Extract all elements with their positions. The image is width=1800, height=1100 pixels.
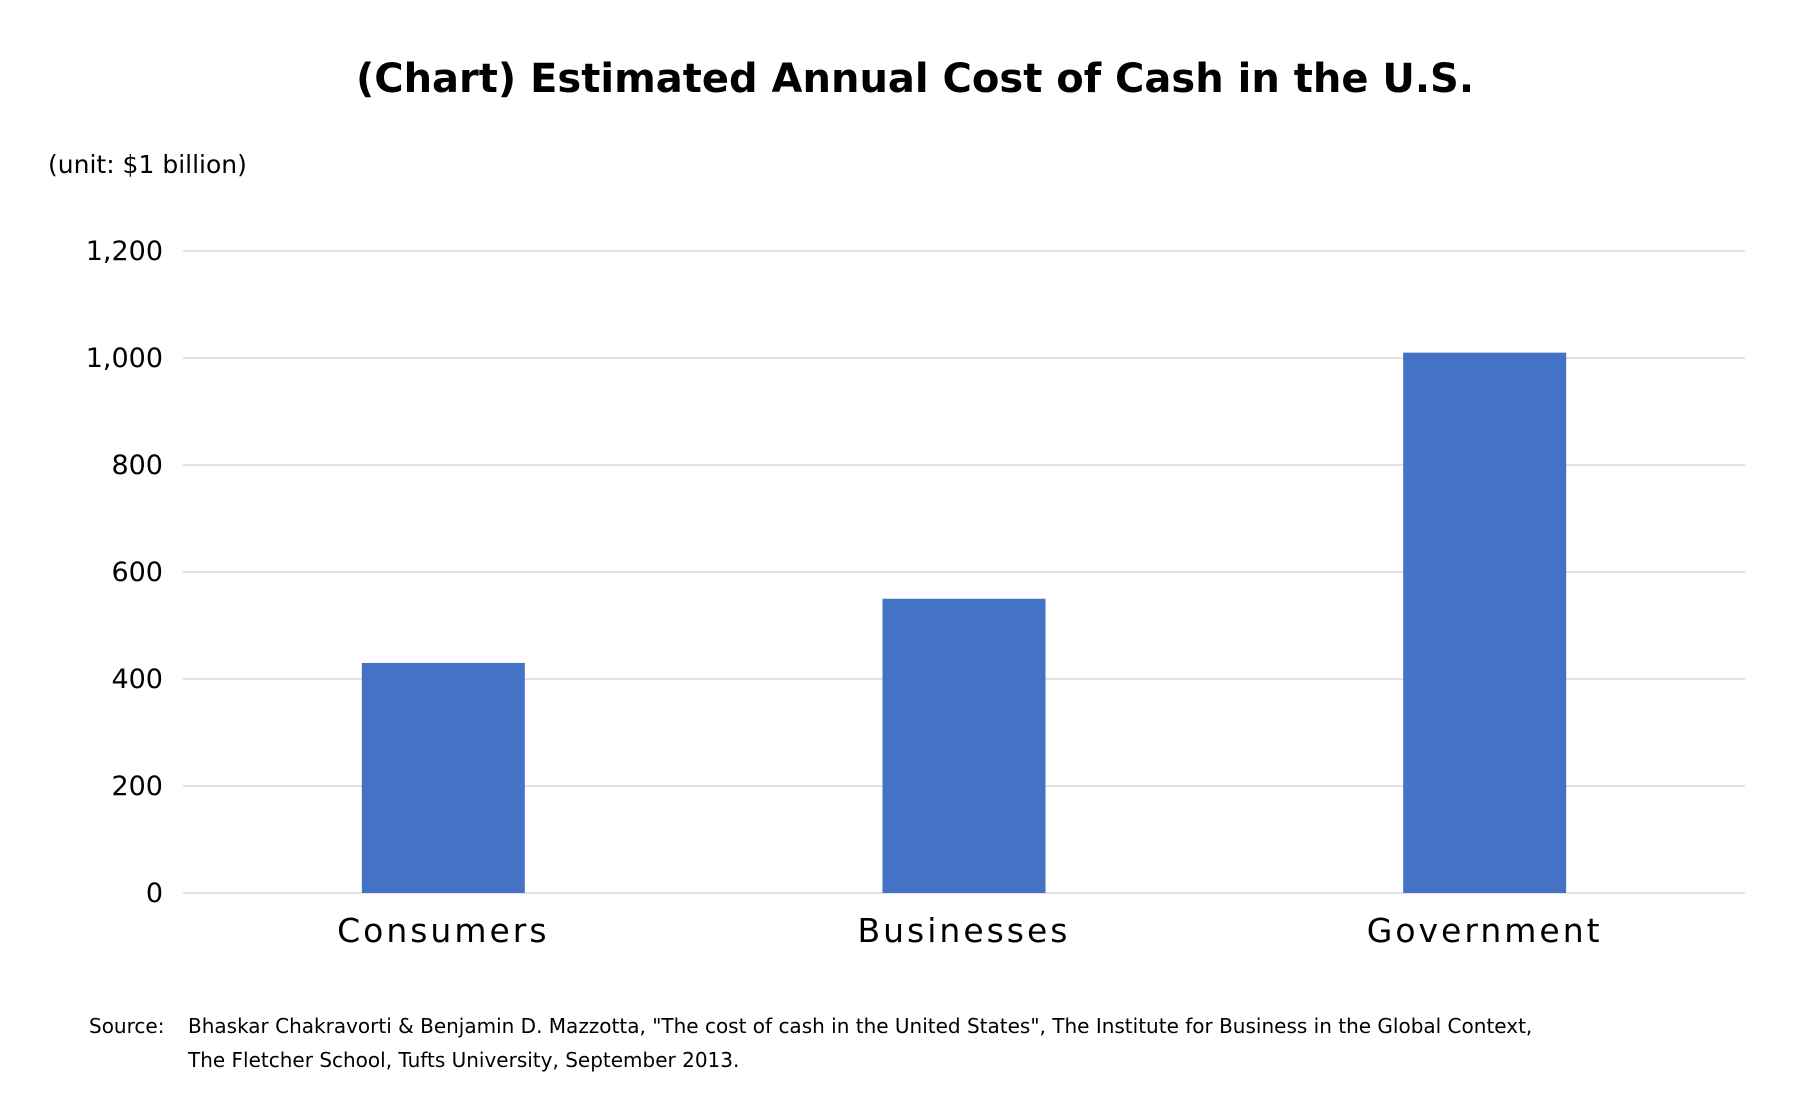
x-tick-label: Government [1367,911,1603,950]
unit-label: (unit: $1 billion) [48,150,247,179]
chart-title: (Chart) Estimated Annual Cost of Cash in… [355,56,1475,102]
source-line-2: The Fletcher School, Tufts University, S… [188,1048,740,1072]
y-tick-label: 400 [111,664,163,695]
bar-businesses [882,598,1046,893]
bar-consumers [361,662,525,893]
source-line-1: Bhaskar Chakravorti & Benjamin D. Mazzot… [188,1014,1533,1038]
x-tick-label: Businesses [857,911,1070,950]
y-tick-label: 600 [111,557,163,588]
bar-government [1403,352,1567,893]
y-tick-label: 1,000 [86,343,163,374]
y-tick-label: 0 [146,878,163,909]
x-tick-label: Consumers [337,911,549,950]
y-tick-label: 800 [111,450,163,481]
source-label: Source: [89,1014,165,1038]
y-tick-label: 1,200 [86,236,163,267]
y-tick-label: 200 [111,771,163,802]
